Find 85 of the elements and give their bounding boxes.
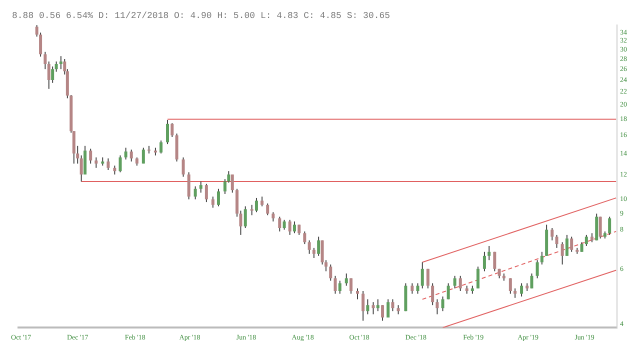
candlestick [187, 172, 190, 200]
candlestick [282, 219, 286, 230]
candlestick [199, 180, 202, 194]
candlestick [426, 268, 430, 289]
candlestick [47, 60, 50, 90]
candlestick [338, 280, 342, 294]
candlestick [391, 298, 394, 312]
candlestick [106, 158, 110, 171]
candlestick [598, 216, 602, 240]
candlestick [410, 282, 414, 294]
candlestick [530, 273, 534, 289]
candlestick [142, 147, 145, 164]
candlestick [540, 251, 544, 265]
candlestick [488, 245, 491, 261]
candlestick [303, 230, 306, 245]
candlestick [386, 298, 390, 318]
chart-title: 8.88 0.56 6.54% D: 11/27/2018 O: 4.90 H: 5.00 L: 4.83 C: 4.85 S: 30.65 [12, 10, 390, 21]
candlestick [80, 154, 83, 182]
candlestick [230, 174, 234, 194]
candlestick [482, 251, 486, 272]
candlestick [356, 288, 359, 300]
candlestick [130, 149, 133, 162]
candlestick [317, 236, 320, 256]
candlestick [204, 183, 208, 203]
candlestick [170, 122, 174, 138]
candlestick [244, 206, 247, 229]
candlestick [89, 148, 92, 164]
candlestick [381, 304, 384, 322]
candlestick [250, 204, 254, 216]
candlestick [584, 234, 588, 246]
candlestick [376, 298, 380, 312]
candlestick [124, 147, 128, 160]
candlestick [329, 264, 332, 282]
candlestick [298, 224, 301, 236]
candlestick [560, 242, 564, 265]
candlestick [278, 216, 282, 232]
candlestick [608, 216, 612, 236]
candlestick [254, 197, 258, 213]
candlestick [476, 266, 480, 289]
candlestick [565, 234, 568, 256]
candlestick [344, 273, 348, 286]
candlestick [372, 302, 375, 315]
candlestick [44, 51, 47, 70]
candlestick [493, 251, 496, 272]
candlestick [570, 236, 574, 252]
candlestick [118, 154, 122, 173]
candlestick [350, 278, 353, 294]
candlestick [520, 282, 524, 297]
candlestick [508, 278, 512, 294]
candlestick [550, 228, 554, 241]
candlestick [590, 232, 594, 243]
candlestick [182, 156, 185, 178]
candlestick [211, 196, 214, 208]
candlestick [514, 288, 517, 298]
candlestick [194, 186, 197, 200]
candlestick [334, 275, 337, 294]
candlestick [288, 219, 292, 236]
candlestick [436, 298, 439, 315]
candlestick [166, 119, 170, 145]
candlestick [555, 234, 558, 248]
candlestick [94, 156, 98, 168]
candlestick [54, 60, 58, 72]
candlestick [458, 275, 462, 292]
candlestick [595, 213, 598, 241]
candlestick [396, 304, 400, 315]
candlestick [420, 262, 424, 289]
candlestick [580, 242, 584, 252]
candlestick [536, 260, 539, 279]
candlestick [362, 290, 365, 322]
candlestick [216, 188, 220, 207]
candlestick [416, 282, 420, 294]
candlestick [160, 140, 163, 154]
candlestick [366, 298, 370, 315]
candlestick [441, 296, 444, 312]
candlestick [260, 196, 264, 207]
candlestick [59, 56, 62, 70]
candlestick [431, 282, 434, 306]
candlestick [312, 247, 316, 259]
candlestick [453, 275, 456, 289]
candlestick [272, 212, 275, 222]
candlestick [292, 220, 296, 234]
candlestick [266, 202, 270, 216]
candlestick [51, 66, 54, 84]
candlestick [308, 240, 311, 254]
candlestick [446, 282, 450, 300]
